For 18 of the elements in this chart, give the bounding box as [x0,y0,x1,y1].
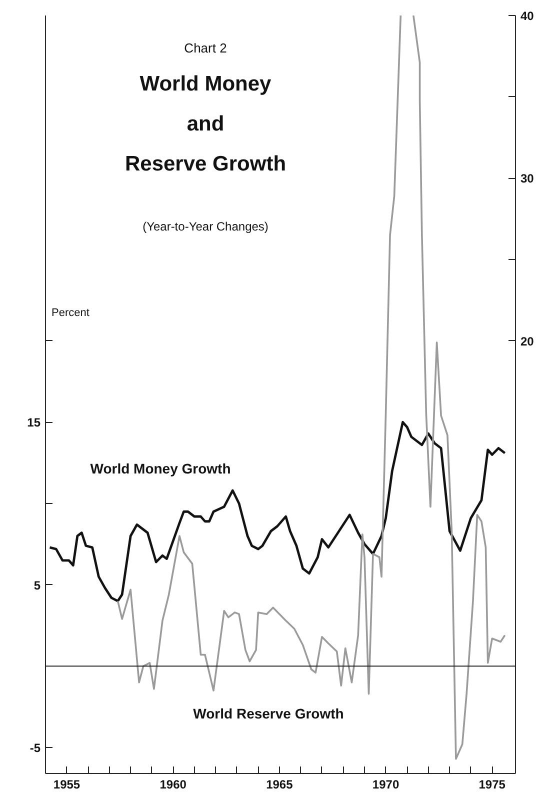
x-tick-label: 1965 [266,778,294,792]
y-tick-label: 15 [27,416,41,430]
x-tick-label: 1955 [53,778,80,792]
y2-tick-label: 20 [520,334,534,348]
y2-tick-label: 40 [520,9,534,23]
annotation: World Money Growth [90,460,231,476]
line-series [48,420,506,602]
x-tick-label: 1960 [160,778,187,792]
x-tick-label: 1975 [478,778,506,792]
annotation: Chart 2 [184,40,227,56]
x-tick-label: 1970 [372,778,400,792]
y2-tick-label: 30 [520,172,534,186]
y-tick-label: -5 [30,740,41,755]
text: World Money and Reserve Growth [124,72,286,176]
text: (Year-to-Year Changes) [142,220,268,234]
y-tick-label: 5 [34,578,41,592]
y-axis-title: Percent [52,306,90,319]
annotation: World Reserve Growth [193,706,344,722]
